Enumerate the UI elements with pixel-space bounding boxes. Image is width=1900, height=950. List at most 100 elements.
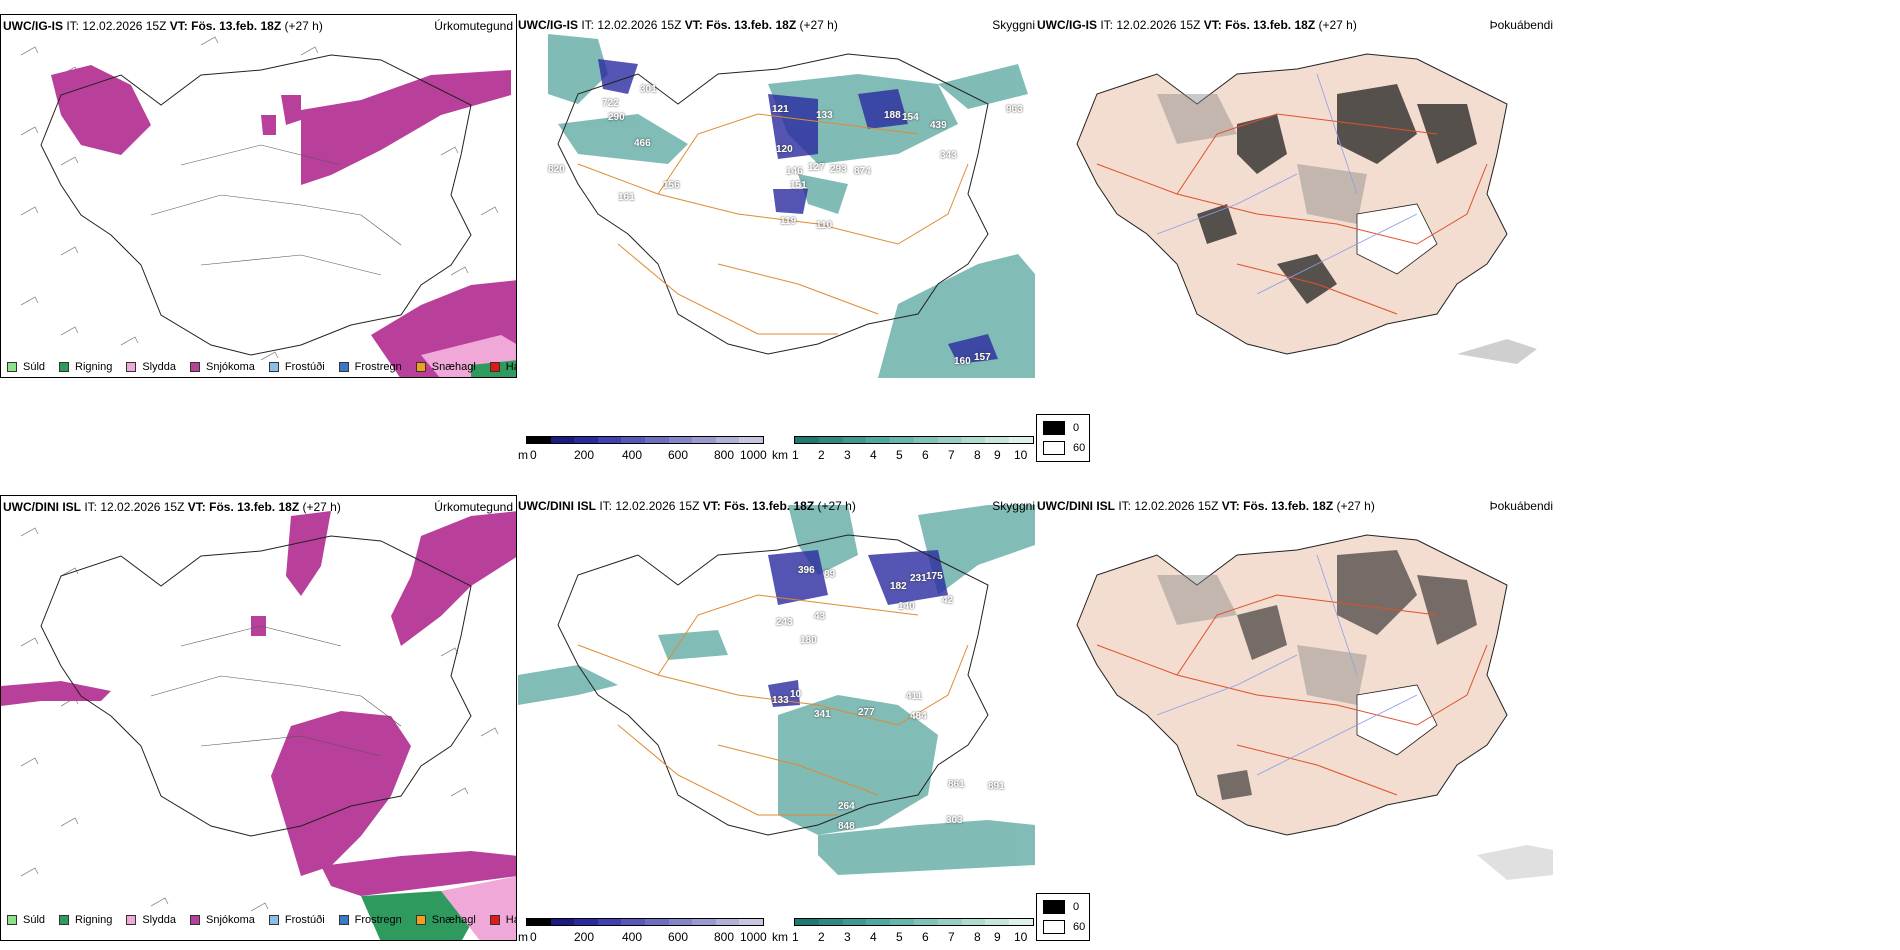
ceiling-scale-row1: m 0 200 400 600 800 1000: [518, 436, 767, 466]
legend-label: Súld: [23, 361, 46, 373]
fog-panel-row2: UWC/DINI ISL IT: 12.02.2026 15Z VT: Fös.…: [1037, 495, 1553, 941]
it-label: IT:: [1100, 18, 1114, 32]
visibility-tick: 7: [948, 448, 955, 462]
legend-label: Snjókoma: [205, 361, 255, 373]
visibility-tick: 5: [896, 448, 903, 462]
panel-header: UWC/DINI ISL IT: 12.02.2026 15Z VT: Fös.…: [1037, 499, 1375, 513]
model-name: UWC/IG-IS: [518, 18, 578, 32]
vt-value: Fös. 13.feb. 18Z: [1243, 499, 1334, 513]
visibility-tick: 6: [922, 930, 929, 944]
cloud-label: 157: [974, 352, 991, 363]
it-label: IT:: [84, 500, 98, 514]
legend-swatch: [126, 362, 137, 372]
ceiling-colorbar: [526, 436, 764, 444]
cloud-label: 133: [816, 110, 833, 121]
cloud-label: 154: [902, 112, 919, 123]
visibility-tick: 4: [870, 448, 877, 462]
legend-item: Frostúði: [268, 361, 325, 373]
visibility-tick: 8: [974, 930, 981, 944]
visibility-tick: 2: [818, 448, 825, 462]
vt-value: Fös. 13.feb. 18Z: [706, 18, 797, 32]
legend-item: Slydda: [126, 914, 176, 926]
fog-legend-label: 0: [1073, 422, 1080, 434]
legend-label: Frostregn: [354, 914, 402, 926]
legend-swatch: [338, 362, 349, 372]
model-name: UWC/IG-IS: [3, 19, 63, 33]
cloud-label: 119: [780, 216, 797, 227]
cloud-label: 963: [1006, 104, 1023, 115]
visibility-colorbar: [794, 436, 1034, 444]
cloud-panel-row1: UWC/IG-IS IT: 12.02.2026 15Z VT: Fös. 13…: [518, 14, 1035, 378]
fog-legend-label: 60: [1073, 442, 1086, 454]
visibility-scale-row2: km 1 2 3 4 5 6 7 8 9 10: [772, 918, 1036, 948]
cloud-label: 156: [663, 180, 680, 191]
legend-item: Súld: [7, 914, 45, 926]
ceiling-tick: 400: [622, 448, 643, 462]
lead-time: (+27 h): [1336, 499, 1375, 513]
vt-label: VT:: [169, 19, 188, 33]
legend-item: Haglél: [489, 914, 516, 926]
legend-label: Slydda: [142, 361, 176, 373]
cloud-label: 396: [798, 565, 815, 576]
cloud-label: 301: [640, 84, 657, 95]
it-label: IT:: [1118, 499, 1132, 513]
it-value: 12.02.2026 15Z: [1116, 18, 1201, 32]
visibility-tick: 2: [818, 930, 825, 944]
precip-legend: Súld Rigning Slydda Snjókoma Frostúði Fr…: [1, 357, 516, 377]
cloud-label: 303: [946, 815, 963, 826]
ceiling-tick: 1000: [740, 448, 767, 462]
legend-swatch: [7, 362, 17, 372]
vt-value: Fös. 13.feb. 18Z: [1225, 18, 1316, 32]
cloud-label: 874: [854, 166, 871, 177]
it-value: 12.02.2026 15Z: [597, 18, 682, 32]
fog-legend-item: 60: [1043, 441, 1085, 455]
cloud-label: 484: [910, 711, 927, 722]
visibility-tick: 10: [1014, 448, 1028, 462]
it-value: 12.02.2026 15Z: [100, 500, 185, 514]
ceiling-tick: 600: [668, 448, 689, 462]
iceland-outline: [40, 535, 472, 837]
legend-swatch: [415, 915, 426, 925]
precip-legend: Súld Rigning Slydda Snjókoma Frostúði Fr…: [1, 910, 516, 930]
legend-swatch: [126, 915, 137, 925]
vt-value: Fös. 13.feb. 18Z: [209, 500, 300, 514]
legend-label: Snæhagl: [431, 914, 476, 926]
legend-swatch: [59, 915, 70, 925]
vt-label: VT:: [187, 500, 206, 514]
legend-label: Haglél: [505, 361, 516, 373]
fog-legend-row2: 0 60: [1036, 893, 1090, 941]
precip-map-row1: [1, 15, 516, 377]
fog-legend-item: 0: [1043, 900, 1079, 914]
precip-map-row2: [1, 496, 516, 940]
iceland-outline: [557, 534, 989, 836]
panel-header: UWC/IG-IS IT: 12.02.2026 15Z VT: Fös. 13…: [1037, 18, 1357, 32]
cloud-label: 293: [830, 164, 847, 175]
visibility-tick: 1: [792, 930, 799, 944]
legend-item: Frostúði: [268, 914, 325, 926]
fog-legend-row1: 0 60: [1036, 414, 1090, 462]
cloud-label: 121: [772, 104, 789, 115]
fog-title: Þokuábendi: [1489, 499, 1553, 513]
fog-legend-label: 0: [1073, 901, 1080, 913]
fog-legend-label: 60: [1073, 921, 1086, 933]
legend-item: Haglél: [489, 361, 516, 373]
visibility-tick: 3: [844, 930, 851, 944]
legend-swatch: [489, 915, 500, 925]
legend-item: Slydda: [126, 361, 176, 373]
cloud-label: 182: [890, 581, 907, 592]
cloud-label: 127: [808, 162, 825, 173]
legend-label: Rigning: [75, 914, 113, 926]
visibility-tick: 5: [896, 930, 903, 944]
legend-swatch: [189, 915, 200, 925]
cloud-label: 231: [910, 573, 927, 584]
model-name: UWC/DINI ISL: [3, 500, 81, 514]
cloud-title: Skyggni: [992, 499, 1035, 513]
fog-swatch: [1043, 900, 1065, 914]
visibility-unit: km: [772, 448, 788, 462]
cloud-label: 133: [772, 695, 789, 706]
iceland-outline: [40, 54, 472, 356]
fog-map-row2: [1037, 495, 1553, 941]
cloud-label: 175: [926, 571, 943, 582]
cloud-title: Skyggni: [992, 18, 1035, 32]
ceiling-tick: 0: [530, 448, 537, 462]
